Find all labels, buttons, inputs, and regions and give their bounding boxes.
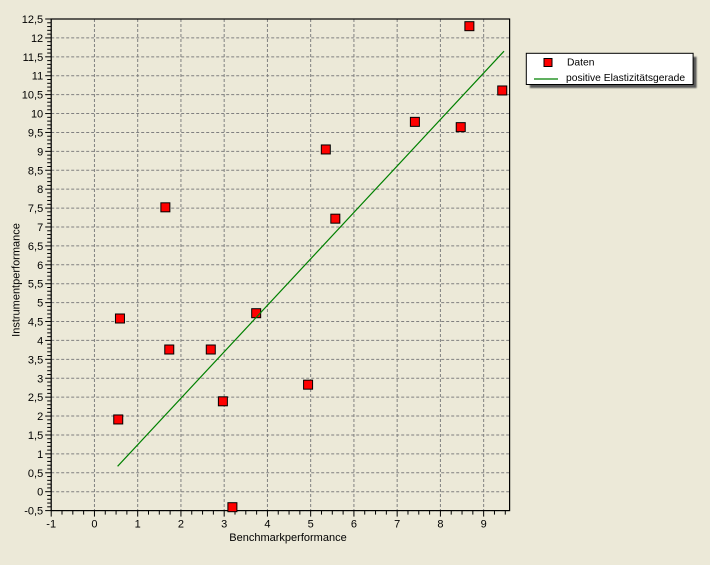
svg-text:2: 2 xyxy=(37,411,43,423)
svg-text:8: 8 xyxy=(37,184,43,196)
svg-text:11,5: 11,5 xyxy=(23,52,44,64)
svg-text:12: 12 xyxy=(31,33,43,45)
svg-text:7: 7 xyxy=(37,222,43,234)
svg-text:0: 0 xyxy=(91,519,97,531)
svg-text:3,5: 3,5 xyxy=(28,354,43,366)
svg-text:0: 0 xyxy=(37,487,43,499)
svg-text:8: 8 xyxy=(437,519,443,531)
svg-text:10: 10 xyxy=(31,109,43,121)
svg-text:Instrumentperformance: Instrumentperformance xyxy=(10,223,22,337)
svg-text:3: 3 xyxy=(37,373,43,385)
svg-text:9: 9 xyxy=(481,519,487,531)
svg-text:1,5: 1,5 xyxy=(28,430,43,442)
svg-text:5: 5 xyxy=(37,298,43,310)
svg-text:7: 7 xyxy=(394,519,400,531)
svg-text:-1: -1 xyxy=(46,519,56,531)
svg-text:positive Elastizitätsgerade: positive Elastizitätsgerade xyxy=(566,73,685,84)
svg-text:3: 3 xyxy=(221,519,227,531)
svg-text:9,5: 9,5 xyxy=(28,127,43,139)
svg-text:9: 9 xyxy=(37,146,43,158)
svg-text:4: 4 xyxy=(37,335,43,347)
svg-text:6: 6 xyxy=(37,260,43,272)
svg-text:5: 5 xyxy=(308,519,314,531)
svg-text:Benchmarkperformance: Benchmarkperformance xyxy=(229,532,346,544)
svg-text:1: 1 xyxy=(37,449,43,461)
svg-text:10,5: 10,5 xyxy=(22,90,43,102)
svg-text:2: 2 xyxy=(178,519,184,531)
svg-text:6: 6 xyxy=(351,519,357,531)
svg-text:-0,5: -0,5 xyxy=(24,506,43,518)
svg-text:8,5: 8,5 xyxy=(28,165,43,177)
svg-text:4,5: 4,5 xyxy=(28,317,43,329)
svg-text:5,5: 5,5 xyxy=(28,279,43,291)
svg-text:4: 4 xyxy=(264,519,270,531)
svg-text:7,5: 7,5 xyxy=(28,203,43,215)
svg-text:0,5: 0,5 xyxy=(28,468,43,480)
svg-text:12,5: 12,5 xyxy=(22,14,43,26)
svg-text:2,5: 2,5 xyxy=(28,392,43,404)
svg-text:11: 11 xyxy=(32,71,43,83)
svg-text:1: 1 xyxy=(135,519,141,531)
svg-text:Daten: Daten xyxy=(567,58,595,69)
svg-text:6,5: 6,5 xyxy=(28,241,43,253)
